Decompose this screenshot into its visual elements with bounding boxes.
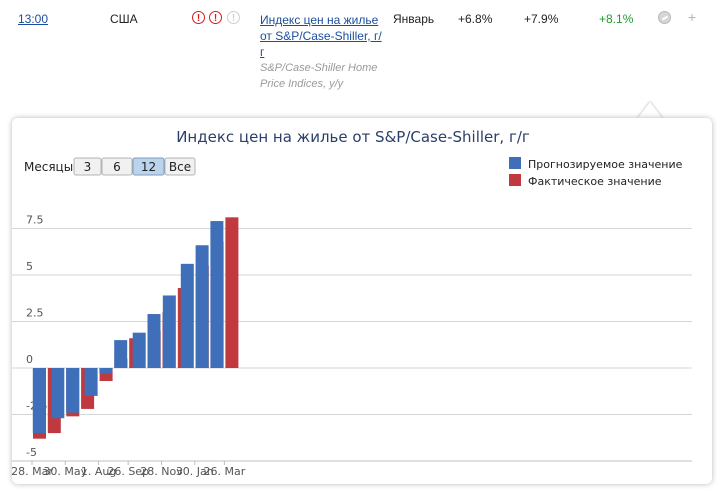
bar-forecast (147, 314, 161, 368)
legend-item-forecast[interactable]: Прогнозируемое значение (509, 157, 683, 171)
x-tick-label: 26. Mar (204, 465, 246, 478)
bar-forecast (195, 245, 209, 368)
range-button-6-bg (101, 157, 133, 176)
event-title-link[interactable]: Индекс цен на жилье от S&P/Case-Shiller,… (260, 13, 382, 59)
range-button-6-label: 6 (113, 160, 121, 174)
chart-popup: Индекс цен на жилье от S&P/Case-Shiller,… (11, 118, 712, 484)
chart-toggle-icon[interactable] (658, 11, 671, 24)
bar-forecast (32, 368, 46, 434)
legend: Прогнозируемое значение Фактическое знач… (509, 157, 683, 188)
popup-pointer (637, 102, 663, 119)
event-row: 13:00 США ! ! ! Индекс цен на жилье от S… (0, 0, 717, 118)
x-tick-label: 30. Jan (176, 465, 214, 478)
bar-forecast (51, 368, 65, 419)
y-tick-label: 7.5 (26, 214, 44, 227)
range-button-3-label: 3 (84, 160, 92, 174)
legend-label-forecast: Прогнозируемое значение (528, 158, 683, 171)
bar-forecast (132, 332, 146, 368)
legend-item-actual[interactable]: Фактическое значение (509, 174, 662, 188)
event-previous-value: +7.9% (524, 12, 559, 26)
x-tick-label: 1. Aug (81, 465, 116, 478)
chart-svg: Индекс цен на жилье от S&P/Case-Shiller,… (11, 128, 692, 478)
bar-forecast (99, 368, 113, 374)
event-actual-value: +8.1% (599, 12, 634, 26)
y-tick-label: 0 (26, 353, 33, 366)
volatility-off-icon: ! (227, 11, 240, 24)
event-subtitle: S&P/Case-Shiller Home Price Indices, y/y (260, 62, 378, 90)
range-button-12-bg (132, 157, 165, 176)
bar-forecast (114, 340, 128, 368)
add-alert-icon[interactable]: + (687, 9, 697, 25)
chart-title: Индекс цен на жилье от S&P/Case-Shiller,… (176, 128, 530, 146)
y-tick-label: -5 (26, 446, 37, 459)
range-button-3[interactable]: 3 (73, 157, 102, 176)
volatility-high-icon: ! (192, 11, 205, 24)
event-country: США (110, 12, 138, 26)
months-label: Месяцы (24, 160, 73, 174)
legend-label-actual: Фактическое значение (528, 175, 662, 188)
x-tick-label: 26. Sep (107, 465, 149, 478)
bar-forecast (210, 221, 224, 368)
event-forecast-value: +6.8% (458, 12, 493, 26)
event-time-link[interactable]: 13:00 (18, 12, 49, 26)
y-tick-label: 5 (26, 260, 33, 273)
x-tick-label: 28. Mar (12, 465, 53, 478)
bar-forecast (66, 368, 80, 413)
y-tick-label: 2.5 (26, 307, 44, 320)
bar-forecast (162, 295, 176, 368)
x-tick-label: 30. May (43, 465, 87, 478)
range-button-12-label: 12 (141, 160, 156, 174)
volatility-high-icon: ! (209, 11, 222, 24)
range-button-3-bg (73, 157, 102, 176)
legend-swatch-forecast (509, 157, 521, 169)
legend-swatch-actual (509, 174, 521, 186)
range-button-all-bg (164, 157, 196, 176)
range-button-all[interactable]: Все (164, 157, 196, 176)
bar-forecast (84, 368, 98, 396)
range-button-12[interactable]: 12 (132, 157, 165, 176)
range-button-all-label: Все (169, 160, 191, 174)
range-button-6[interactable]: 6 (101, 157, 133, 176)
bar-actual (225, 217, 239, 368)
x-tick-label: 28. Nov (140, 465, 183, 478)
bar-forecast (180, 263, 194, 368)
event-period: Январь (393, 12, 435, 26)
